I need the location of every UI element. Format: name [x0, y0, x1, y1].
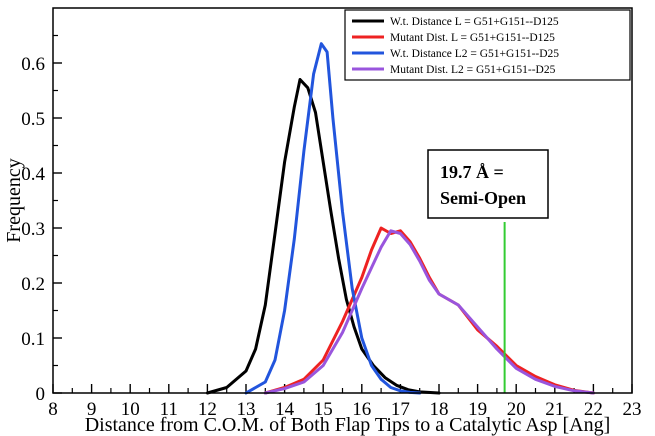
x-tick-label: 22 [584, 399, 603, 420]
x-tick-label: 8 [48, 399, 58, 420]
legend-entry-4: Mutant Dist. L2 = G51+G151--D25 [390, 64, 556, 76]
x-tick-label: 19 [468, 399, 487, 420]
annotation-box [427, 149, 549, 219]
legend-entry-3: W.t. Distance L2 = G51+G151--D25 [390, 48, 559, 60]
series-line-1 [205, 78, 441, 395]
legend: W.t. Distance L = G51+G151--D125 Mutant D… [344, 9, 631, 81]
x-tick-label: 16 [352, 399, 371, 420]
x-tick-label: 17 [391, 399, 410, 420]
x-axis-label: Distance from C.O.M. of Both Flap Tips t… [85, 414, 611, 436]
x-tick-label: 21 [545, 399, 564, 420]
legend-box [344, 9, 631, 81]
y-tick-label: 0.2 [21, 274, 45, 295]
x-tick-label: 14 [275, 399, 295, 420]
plot-frame [52, 7, 633, 394]
series-line-3 [244, 42, 422, 395]
x-tick-label: 13 [237, 399, 256, 420]
annotation-line-2: Semi-Open [440, 188, 526, 208]
x-tick-label: 23 [623, 399, 642, 420]
y-tick-label: 0.6 [21, 54, 45, 75]
x-tick-label: 15 [314, 399, 333, 420]
x-tick-label: 11 [160, 399, 178, 420]
x-tick-label: 12 [198, 399, 217, 420]
x-tick-label: 9 [87, 399, 97, 420]
legend-entry-1: W.t. Distance L = G51+G151--D125 [390, 16, 559, 28]
legend-entry-2: Mutant Dist. L = G51+G151--D125 [390, 32, 555, 44]
y-axis-label: Frequency [3, 158, 25, 242]
annotation-line-1: 19.7 Å = [440, 162, 504, 182]
x-tick-label: 18 [430, 399, 449, 420]
series-layer [205, 42, 595, 395]
y-tick-label: 0.1 [21, 329, 45, 350]
series-line-4 [263, 229, 595, 395]
y-tick-label: 0.3 [21, 219, 45, 240]
y-tick-label: 0.5 [21, 109, 45, 130]
x-tick-label: 10 [121, 399, 140, 420]
y-tick-label: 0 [36, 384, 46, 405]
x-tick-label: 20 [507, 399, 526, 420]
y-tick-label: 0.4 [21, 164, 45, 185]
